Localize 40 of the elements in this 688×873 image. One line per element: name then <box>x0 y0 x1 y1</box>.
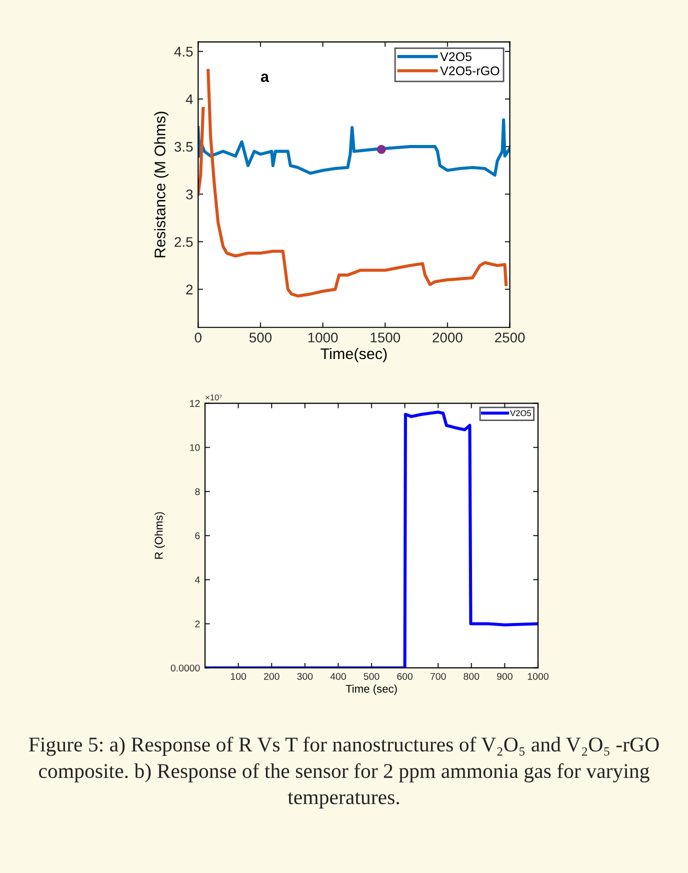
legend-label: V2O5 <box>440 52 472 62</box>
y-tick-label: 6 <box>195 532 200 540</box>
x-tick-label: 1500 <box>370 332 400 342</box>
y-tick-label: 4 <box>194 576 200 584</box>
legend-label: V2O5 <box>510 410 531 416</box>
y-axis-title: R (Ohms) <box>154 512 165 559</box>
x-tick-label: 200 <box>264 672 280 680</box>
y-tick-label: 8 <box>195 488 200 496</box>
legend-label: V2O5-rGO <box>440 66 500 76</box>
x-tick-label: 1000 <box>528 672 548 680</box>
x-tick-label: 100 <box>230 672 246 680</box>
y-tick-label: 10 <box>190 444 200 452</box>
text: ×10⁷ <box>206 394 222 400</box>
x-axis-title: Time (sec) <box>346 684 397 695</box>
line-series <box>198 118 510 177</box>
y-tick-label: 2 <box>195 620 200 628</box>
x-tick-label: 1000 <box>308 332 338 342</box>
y-tick-label: 12 <box>190 400 200 407</box>
x-tick-label: 400 <box>330 672 346 680</box>
x-tick-label: 700 <box>430 672 446 680</box>
y-tick-label: 3 <box>186 189 193 200</box>
y-tick-label: 4 <box>186 94 193 104</box>
x-tick-label: 0 <box>194 332 202 342</box>
y-tick-label: 2.5 <box>174 237 193 247</box>
x-tick-label: 500 <box>364 672 380 680</box>
y-tick-label: 0.0000 <box>170 664 200 672</box>
x-tick-label: 500 <box>249 332 272 342</box>
caption: Figure 5: a) Response of R Vs T for nanostructures of V₂O₅ and V₂O₅ -rGO composite. b) Response of the sensor for 2 ppm ammonia gas for varying temperatures. <box>28 736 659 808</box>
x-tick-label: 900 <box>497 672 512 680</box>
x-axis-title: Time(sec) <box>320 348 387 362</box>
x-tick-label: 600 <box>397 672 413 680</box>
y-tick-label: 2 <box>186 284 193 294</box>
x-tick-label: 2500 <box>495 332 525 342</box>
x-tick-label: 800 <box>464 672 480 680</box>
x-tick-label: 2000 <box>432 332 462 342</box>
y-axis-title: Resistance (M Ohms) <box>154 112 168 258</box>
y-tick-label: 4.5 <box>174 46 193 57</box>
annotation: a <box>260 74 270 82</box>
y-tick-label: 3.5 <box>174 142 193 152</box>
x-tick-label: 300 <box>297 672 313 680</box>
